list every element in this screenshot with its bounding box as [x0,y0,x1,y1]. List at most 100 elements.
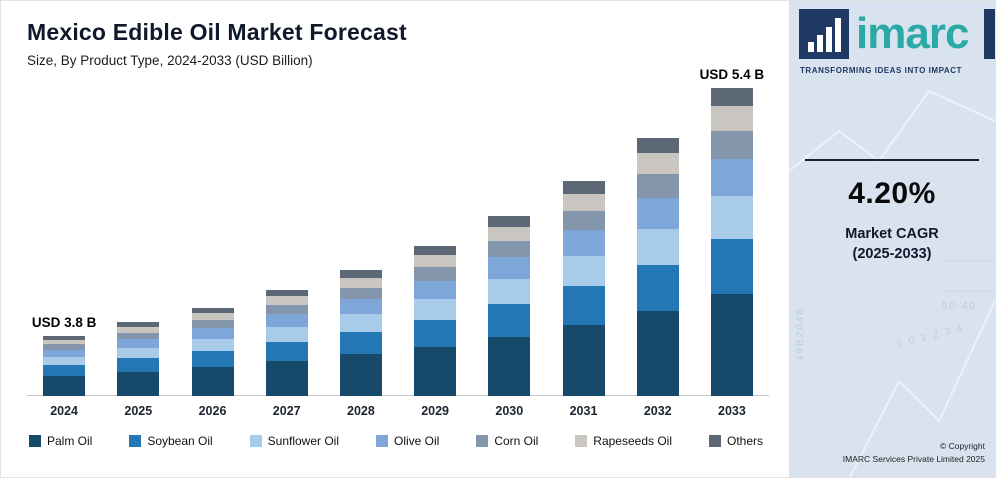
bar-segment-sunflower-oil [488,279,531,305]
bar-segment-corn-oil [414,267,457,281]
cagr-block: 4.20% Market CAGR (2025-2033) [789,159,995,264]
bar-segment-olive-oil [339,299,382,315]
legend-item-sunflower-oil: Sunflower Oil [249,434,339,448]
bar-stack-2030 [488,216,531,396]
bar-segment-olive-oil [488,257,531,280]
x-axis-label-2029: 2029 [421,404,450,418]
bar-segment-olive-oil [562,230,605,257]
bar-segment-soybean-oil [191,351,234,367]
bar-segment-others [636,138,679,154]
legend-swatch-rapeseeds-oil [575,435,588,447]
bar-segment-sunflower-oil [43,357,86,366]
bar-column-2031: 2031 [546,72,620,424]
bar-segment-soybean-oil [339,331,382,355]
bar-segment-olive-oil [117,339,160,349]
bar-value-label: USD 3.8 B [31,315,97,330]
stacked-bar-chart: USD 3.8 B 2024 2025 2026 2027 2028 2029 2030 203… [27,67,769,424]
bar-segment-others [265,290,308,297]
bar-segment-rapeseeds-oil [414,255,457,268]
bar-stack-2025 [117,322,160,396]
bar-segment-sunflower-oil [562,256,605,287]
brand-panel: 50 40 0 0 1 2 3 4 49B2048 imarc TRANSFOR… [789,1,995,477]
cagr-divider [805,159,979,161]
bar-segment-sunflower-oil [191,338,234,352]
bar-segment-soybean-oil [488,304,531,337]
legend-swatch-soybean-oil [129,435,142,447]
x-axis-label-2032: 2032 [643,404,672,418]
x-axis-label-2030: 2030 [495,404,524,418]
x-axis-label-2033: 2033 [718,404,746,418]
bar-column-2027: 2027 [250,72,324,424]
bar-segment-palm-oil [265,361,308,396]
bar-segment-sunflower-oil [414,298,457,320]
bar-segment-rapeseeds-oil [339,277,382,288]
bar-segment-sunflower-oil [339,314,382,332]
bar-segment-corn-oil [710,130,753,159]
bar-segment-others [414,246,457,256]
bar-segment-rapeseeds-oil [636,153,679,175]
bar-segment-corn-oil [265,304,308,315]
bar-segment-soybean-oil [636,264,679,311]
legend-item-soybean-oil: Soybean Oil [129,434,213,448]
bar-value-label: USD 5.4 B [699,67,765,82]
bar-column-2033: USD 5.4 B 2033 [695,67,769,424]
bar-segment-others [191,308,234,314]
bar-stack-2029 [414,246,457,396]
bar-segment-sunflower-oil [265,327,308,342]
bar-segment-others [117,322,160,327]
copyright: © Copyright IMARC Services Private Limit… [789,440,995,477]
bar-segment-rapeseeds-oil [710,106,753,131]
imarc-logo-wordmark: imarc [856,9,969,59]
bar-segment-rapeseeds-oil [43,339,86,345]
bar-segment-sunflower-oil [710,195,753,240]
cagr-period: (2025-2033) [852,245,932,262]
bar-segment-corn-oil [117,332,160,340]
bar-stack-2024 [43,336,86,396]
brand-tagline: TRANSFORMING IDEAS INTO IMPACT [800,66,962,75]
bar-segment-palm-oil [636,311,679,396]
legend-swatch-olive-oil [376,435,388,447]
bar-segment-olive-oil [43,349,86,358]
bar-segment-others [43,336,86,340]
bar-segment-soybean-oil [43,365,86,377]
bar-segment-rapeseeds-oil [117,326,160,333]
bar-segment-palm-oil [562,325,605,396]
copyright-line2: IMARC Services Private Limited 2025 [842,454,985,465]
bar-segment-corn-oil [488,241,531,258]
chart-section: Mexico Edible Oil Market Forecast Size, … [1,1,789,477]
bar-column-2032: 2032 [621,72,695,424]
copyright-line1: © Copyright [939,440,985,451]
bar-segment-rapeseeds-oil [488,226,531,242]
bar-column-2024: USD 3.8 B 2024 [27,72,101,424]
page-subtitle: Size, By Product Type, 2024-2033 (USD Bi… [27,53,313,68]
bar-stack-2033 [710,88,753,396]
bar-segment-palm-oil [191,366,234,396]
bar-stack-2026 [191,308,234,396]
bar-segment-sunflower-oil [117,348,160,359]
bar-segment-palm-oil [488,336,531,396]
bar-segment-corn-oil [43,344,86,350]
page-title: Mexico Edible Oil Market Forecast [27,19,407,45]
x-axis-label-2025: 2025 [124,404,153,418]
bar-segment-others [488,216,531,227]
chart-legend: Palm Oil Soybean Oil Sunflower Oil Olive Oi… [29,434,763,448]
legend-label: Palm Oil [47,434,93,448]
bar-stack-2027 [265,290,308,396]
bar-segment-soybean-oil [117,358,160,372]
bar-segment-olive-oil [636,197,679,229]
bar-segment-palm-oil [710,294,753,396]
bar-stack-2031 [562,181,605,396]
x-axis-label-2028: 2028 [347,404,375,418]
x-axis-label-2026: 2026 [198,404,227,418]
x-axis-label-2027: 2027 [272,404,301,418]
bar-segment-corn-oil [191,320,234,329]
bar-column-2025: 2025 [101,72,175,424]
legend-swatch-corn-oil [476,435,489,447]
bar-segment-palm-oil [117,371,160,396]
bar-segment-soybean-oil [265,341,308,361]
legend-item-rapeseeds-oil: Rapeseeds Oil [575,434,672,448]
bar-column-2030: 2030 [472,72,546,424]
bar-column-2028: 2028 [324,72,398,424]
bar-column-2029: 2029 [398,72,472,424]
